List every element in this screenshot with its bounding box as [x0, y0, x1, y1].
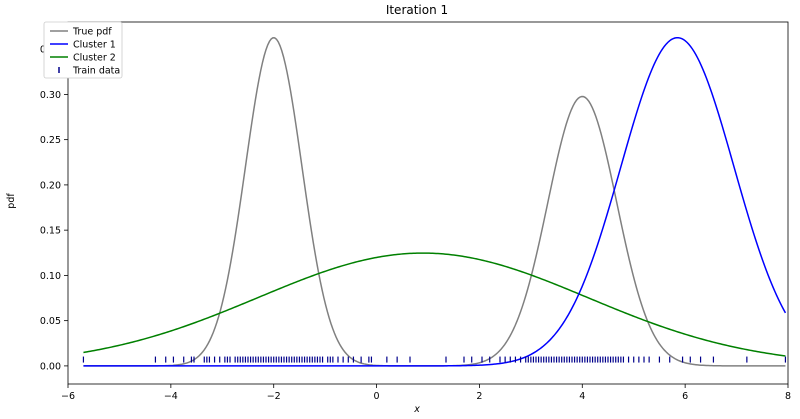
- series-line-true-pdf: [83, 37, 786, 367]
- legend: True pdf Cluster 1 Cluster 2 Train data: [43, 21, 123, 79]
- x-tick-label: −4: [164, 391, 178, 402]
- plot-area: [82, 36, 787, 367]
- legend-label-cluster-2: Cluster 2: [73, 53, 116, 64]
- plot-frame: [67, 21, 789, 385]
- x-tick-label: 0: [374, 391, 380, 402]
- y-tick-label: 0.20: [40, 180, 61, 191]
- y-tick-label: 0.00: [40, 361, 61, 372]
- y-tick-label: 0.30: [40, 90, 61, 101]
- y-tick-label: 0.15: [40, 226, 61, 237]
- x-tick-label: −2: [267, 391, 281, 402]
- y-axis-label: pdf: [6, 193, 17, 209]
- x-tick-label: 2: [476, 391, 482, 402]
- series-line-cluster-1: [83, 36, 787, 367]
- x-axis-label: x: [413, 404, 420, 415]
- series-line-cluster-2: [83, 252, 786, 357]
- y-tick-label: 0.25: [40, 135, 61, 146]
- x-tick-label: 6: [682, 391, 688, 402]
- x-tick-label: 8: [785, 391, 791, 402]
- y-axis: 0.000.050.100.150.200.250.300.35: [40, 45, 68, 372]
- chart-title: Iteration 1: [386, 3, 448, 17]
- legend-label-train-data: Train data: [72, 66, 120, 77]
- x-tick-label: −6: [61, 391, 75, 402]
- legend-label-true-pdf: True pdf: [72, 27, 112, 38]
- y-tick-label: 0.05: [40, 316, 61, 327]
- x-tick-label: 4: [579, 391, 585, 402]
- legend-label-cluster-1: Cluster 1: [73, 40, 116, 51]
- legend-box: [43, 21, 123, 79]
- y-tick-label: 0.10: [40, 271, 61, 282]
- x-axis: −6 −4 −2 0 2 4 6 8: [61, 384, 791, 402]
